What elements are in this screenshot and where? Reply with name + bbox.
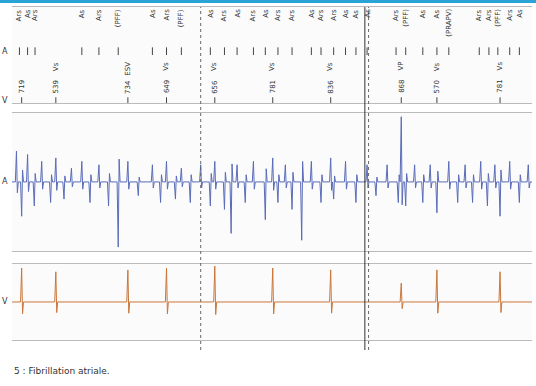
- svg-text:(PRAPV): (PRAPV): [445, 8, 453, 36]
- svg-text:734: 734: [124, 80, 132, 94]
- svg-text:719: 719: [18, 80, 26, 93]
- svg-text:656: 656: [211, 80, 219, 94]
- svg-text:V: V: [2, 297, 8, 306]
- svg-text:Ars: Ars: [330, 9, 338, 21]
- svg-text:Ars: Ars: [485, 9, 493, 21]
- svg-text:Vs: Vs: [268, 62, 276, 71]
- svg-text:ESV: ESV: [124, 62, 132, 76]
- svg-text:A: A: [2, 177, 8, 186]
- svg-text:As: As: [342, 9, 350, 18]
- svg-text:Vs: Vs: [433, 62, 441, 71]
- svg-text:Ars: Ars: [288, 9, 296, 21]
- svg-text:V: V: [2, 96, 8, 105]
- svg-text:As: As: [234, 9, 242, 18]
- svg-text:(PFF): (PFF): [494, 9, 502, 27]
- svg-text:As: As: [308, 9, 316, 18]
- svg-text:Vs: Vs: [496, 62, 504, 71]
- svg-text:Ars: Ars: [15, 10, 23, 22]
- svg-text:Ars: Ars: [249, 10, 257, 22]
- svg-text:649: 649: [163, 80, 171, 93]
- svg-text:868: 868: [398, 79, 406, 92]
- svg-text:Vs: Vs: [210, 62, 218, 71]
- svg-text:As: As: [352, 10, 360, 19]
- svg-text:(PFF): (PFF): [177, 9, 185, 27]
- svg-text:As: As: [78, 10, 86, 19]
- svg-text:781: 781: [269, 80, 277, 93]
- svg-text:A: A: [2, 47, 8, 56]
- svg-text:5 : Fibrillation atriale.: 5 : Fibrillation atriale.: [14, 366, 110, 376]
- svg-text:VP: VP: [397, 62, 405, 71]
- svg-text:Ars: Ars: [31, 9, 39, 21]
- svg-text:Ars: Ars: [506, 9, 514, 21]
- svg-text:As: As: [262, 9, 270, 18]
- svg-text:As: As: [433, 10, 441, 19]
- svg-text:As: As: [364, 9, 372, 18]
- svg-text:As: As: [419, 10, 427, 19]
- svg-text:As: As: [516, 9, 524, 18]
- svg-text:As: As: [149, 9, 157, 18]
- svg-text:Ars: Ars: [317, 9, 325, 21]
- svg-text:Vs: Vs: [326, 62, 334, 71]
- svg-text:As: As: [24, 9, 32, 18]
- svg-text:836: 836: [327, 80, 335, 94]
- svg-text:Ars: Ars: [163, 9, 171, 21]
- svg-text:Ars: Ars: [475, 10, 483, 22]
- svg-text:(PFF): (PFF): [402, 9, 410, 27]
- svg-text:539: 539: [52, 80, 60, 93]
- svg-text:Ars: Ars: [220, 10, 228, 22]
- svg-text:Ars: Ars: [392, 9, 400, 21]
- svg-text:Vs: Vs: [162, 62, 170, 71]
- svg-text:781: 781: [496, 79, 504, 92]
- svg-text:570: 570: [433, 80, 441, 93]
- svg-text:As: As: [207, 9, 215, 18]
- svg-text:Ars: Ars: [95, 9, 103, 21]
- svg-text:Vs: Vs: [52, 62, 60, 71]
- svg-text:(PFF): (PFF): [114, 9, 122, 27]
- svg-text:Ars: Ars: [274, 9, 282, 21]
